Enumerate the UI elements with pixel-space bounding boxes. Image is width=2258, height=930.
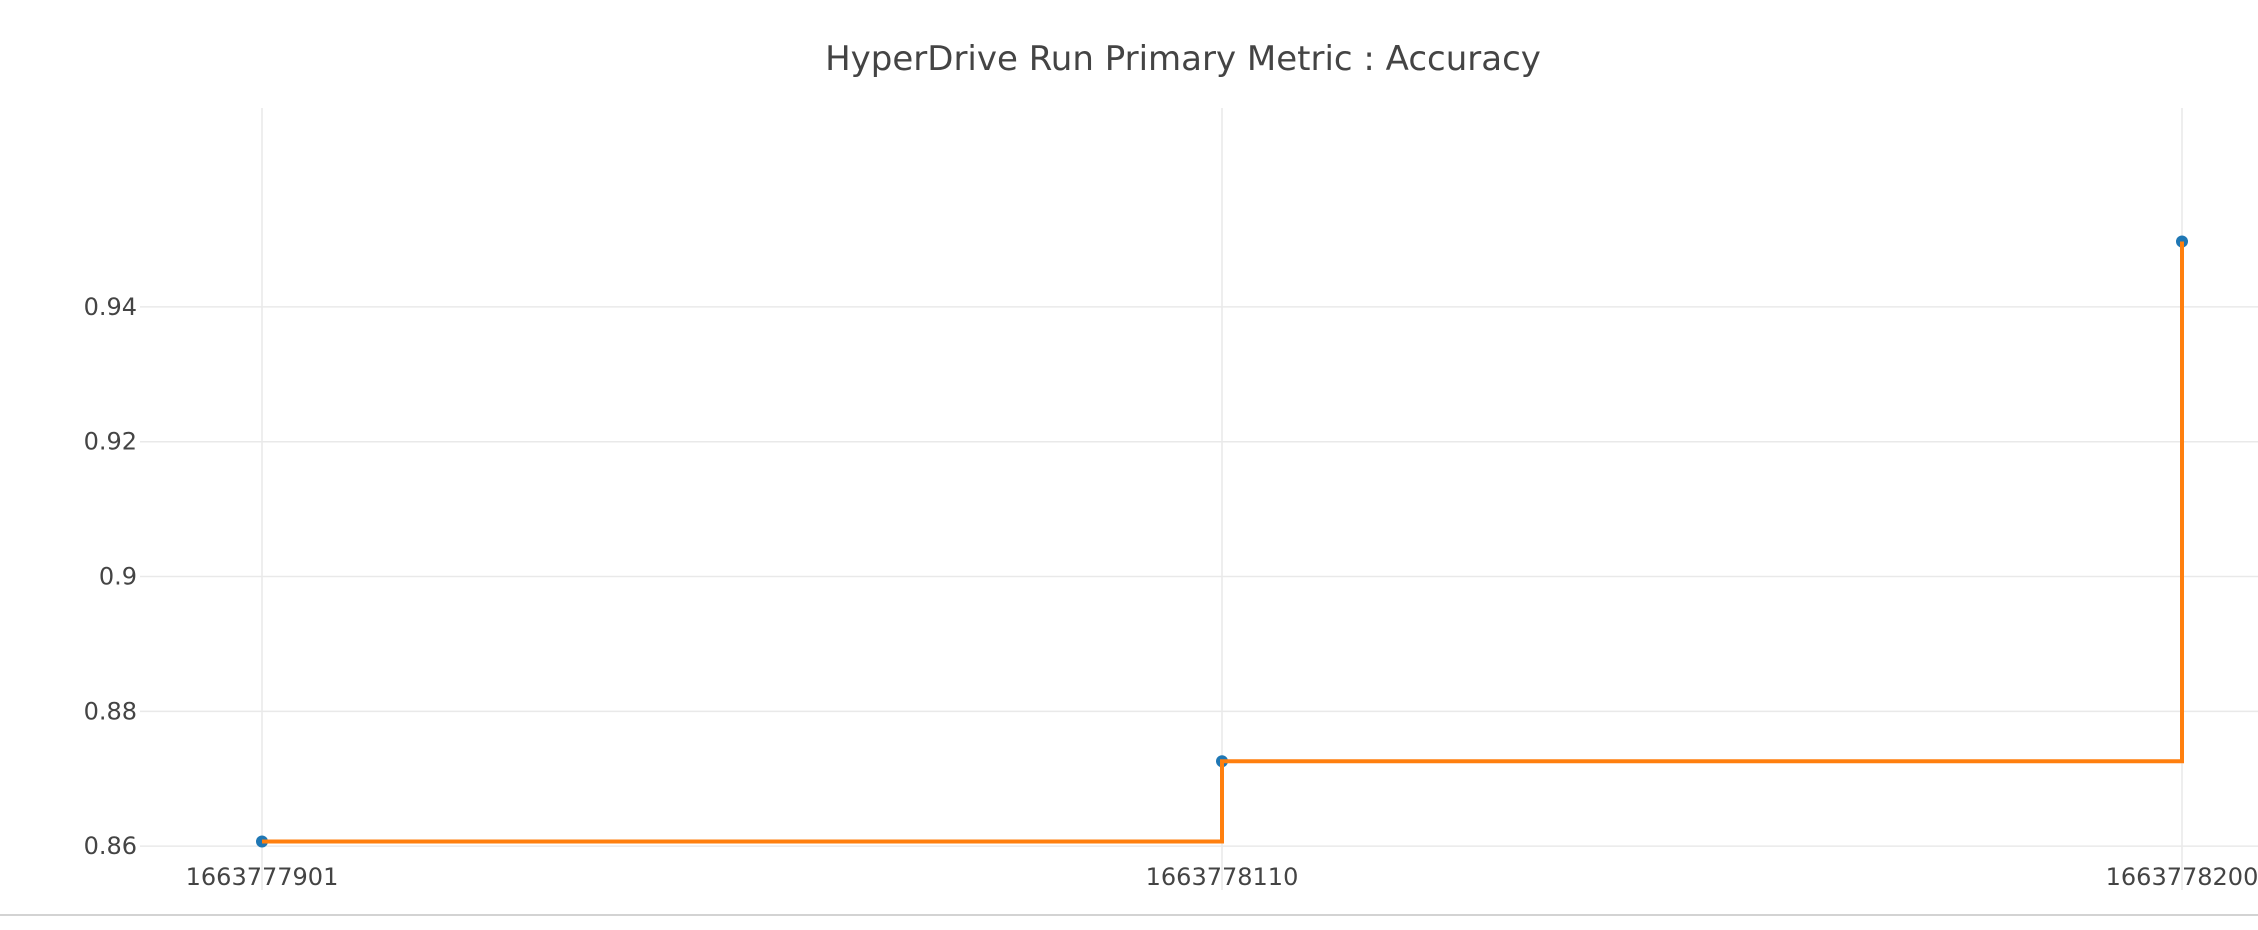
x-tick-label: 1663778110 [1146,863,1299,891]
x-tick-label: 1663778200 [2106,863,2258,891]
y-tick-label: 0.92 [84,428,137,456]
x-tick-label: 1663777901 [186,863,339,891]
y-tick-label: 0.86 [84,832,137,860]
grid [140,108,2258,890]
best-metric-step-line [262,241,2184,844]
chart-title: HyperDrive Run Primary Metric : Accuracy [825,39,1541,79]
plot-area [256,235,2188,848]
y-tick-label: 0.88 [84,697,137,725]
y-tick-label: 0.9 [99,563,137,591]
axes: 0.86 0.88 0.9 0.92 0.94 1663777901 1663778110 1… [84,293,2258,891]
y-tick-label: 0.94 [84,293,137,321]
